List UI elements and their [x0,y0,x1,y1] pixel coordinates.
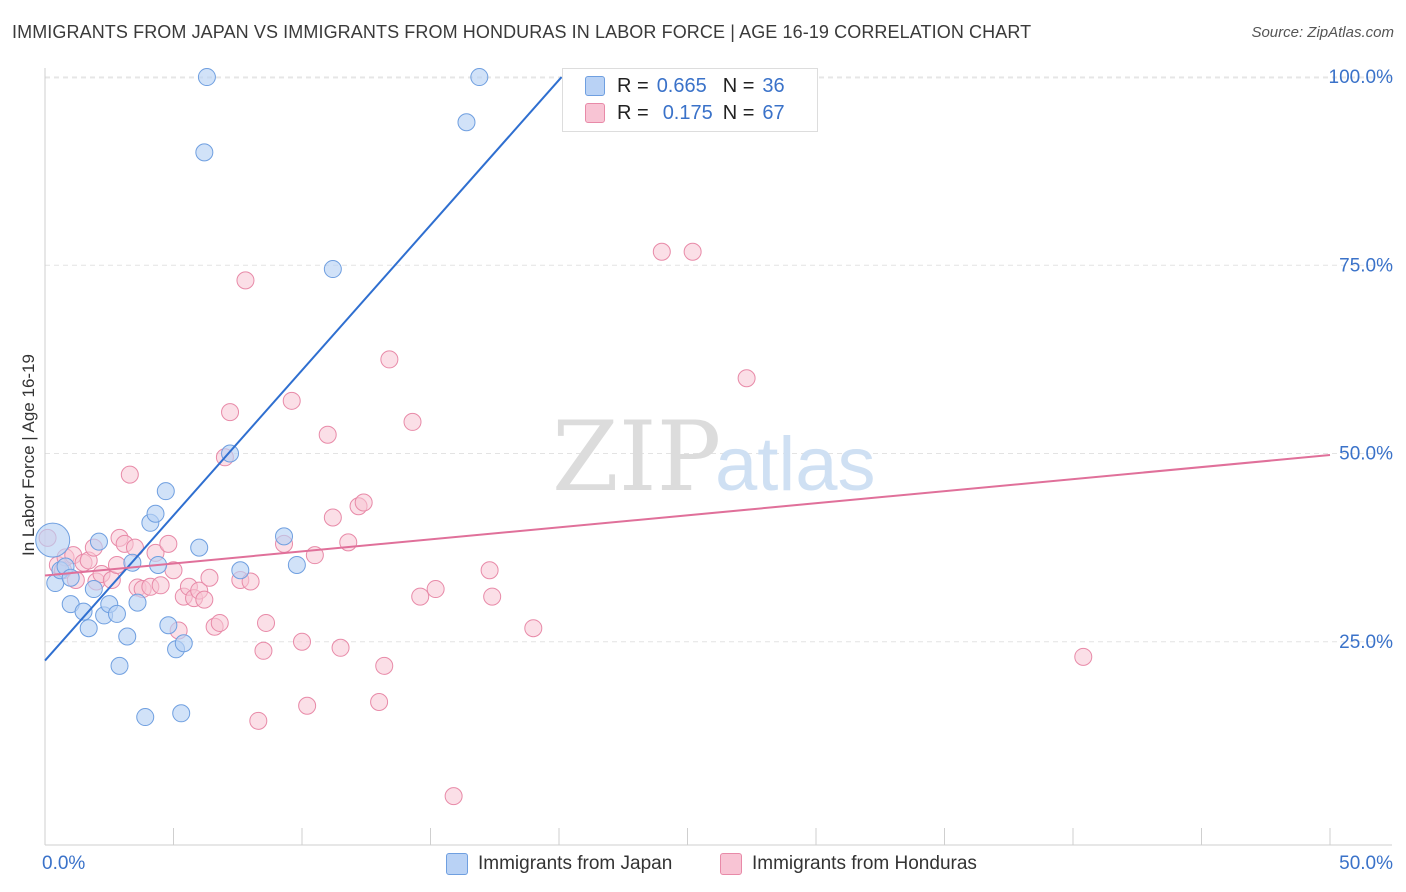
japan-point [107,604,126,623]
honduras-point [318,425,337,444]
japan-point [146,504,165,523]
honduras-point [380,350,399,369]
japan-point [190,538,209,557]
honduras-point [200,568,219,587]
honduras-point [195,590,214,609]
honduras-point [652,242,671,261]
axes [44,68,1392,846]
japan-point [118,627,137,646]
honduras-point [241,572,260,591]
y-tick-label: 100.0% [1329,67,1394,88]
honduras-point [483,587,502,606]
japan-point [470,68,489,87]
japan-point [457,113,476,132]
japan-point [195,143,214,162]
honduras-point [221,403,240,422]
japan-trend-line [44,76,563,662]
japan-point [35,522,71,558]
honduras-trend-line [44,454,1331,577]
honduras-point [298,696,317,715]
legend-swatch-honduras [585,103,605,123]
japan-point [172,704,191,723]
y-tick-label: 75.0% [1339,255,1393,276]
japan-point [174,634,193,653]
bottom-legend-swatch-japan [446,853,468,875]
japan-point [275,527,294,546]
japan-point [156,482,175,501]
bottom-legend-label-japan: Immigrants from Japan [478,853,673,874]
honduras-point [331,638,350,657]
legend-n-label: N = [722,74,755,97]
honduras-point [480,561,499,580]
x-tick-label-max: 50.0% [1339,853,1393,874]
bottom-legend-label-honduras: Immigrants from Honduras [752,853,977,874]
honduras-points [38,242,1093,806]
japan-point [136,708,155,727]
honduras-point [257,613,276,632]
legend-r-value-japan: 0.665 [656,74,707,97]
honduras-point [426,580,445,599]
japan-point [323,260,342,279]
legend-swatch-japan [585,76,605,96]
japan-point [197,68,216,87]
axis-labels: 25.0% 50.0% 75.0% 100.0% 0.0% 50.0% In Labor F… [19,67,1393,874]
legend-r-value-honduras: 0.175 [662,101,713,124]
honduras-point [524,619,543,638]
japan-points [35,68,489,727]
honduras-point [159,534,178,553]
honduras-point [683,242,702,261]
y-tick-label: 25.0% [1339,632,1393,653]
legend-row-japan: R = 0.665 N = 36 [585,74,785,98]
honduras-point [254,641,273,660]
honduras-point [120,465,139,484]
correlation-legend: R = 0.665 N = 36 R = 0.175 N = 67 [562,68,818,132]
legend-r-label: R = [617,101,649,124]
honduras-point [1074,647,1093,666]
honduras-point [323,508,342,527]
honduras-point [293,632,311,651]
japan-point [74,602,93,621]
honduras-point [444,787,463,806]
legend-n-value-japan: 36 [762,74,785,97]
honduras-point [249,711,268,730]
watermark: ZIP atlas [552,401,876,513]
legend-row-honduras: R = 0.175 N = 67 [585,101,785,125]
honduras-point [107,555,126,574]
japan-point [128,593,147,612]
bottom-legend-japan: Immigrants from Japan [446,852,672,876]
watermark-zip: ZIP [552,401,721,513]
source-credit: Source: ZipAtlas.com [1251,24,1394,41]
japan-point [110,656,129,675]
honduras-point [737,369,756,388]
trend-lines [44,76,1331,662]
honduras-point [354,493,373,512]
honduras-point [403,412,422,431]
y-tick-label: 50.0% [1339,444,1393,465]
honduras-point [210,613,229,632]
y-axis-title: In Labor Force | Age 16-19 [19,354,38,556]
honduras-point [375,656,394,675]
japan-point [79,619,98,638]
japan-point [159,616,178,635]
honduras-point [411,587,430,606]
japan-point [84,580,103,599]
honduras-point [236,271,255,290]
bottom-legend-honduras: Immigrants from Honduras [720,852,977,876]
legend-n-label: N = [722,101,755,124]
honduras-point [370,693,389,711]
japan-point [287,555,306,574]
legend-n-value-honduras: 67 [762,101,785,124]
honduras-point [151,576,170,595]
x-tick-label-min: 0.0% [42,853,85,874]
honduras-point [282,391,301,410]
chart-title: IMMIGRANTS FROM JAPAN VS IMMIGRANTS FROM… [12,22,1032,42]
legend-r-label: R = [617,74,649,97]
watermark-atlas: atlas [715,422,876,507]
japan-point [89,532,108,551]
bottom-legend-swatch-honduras [720,853,742,875]
japan-point [231,561,250,580]
